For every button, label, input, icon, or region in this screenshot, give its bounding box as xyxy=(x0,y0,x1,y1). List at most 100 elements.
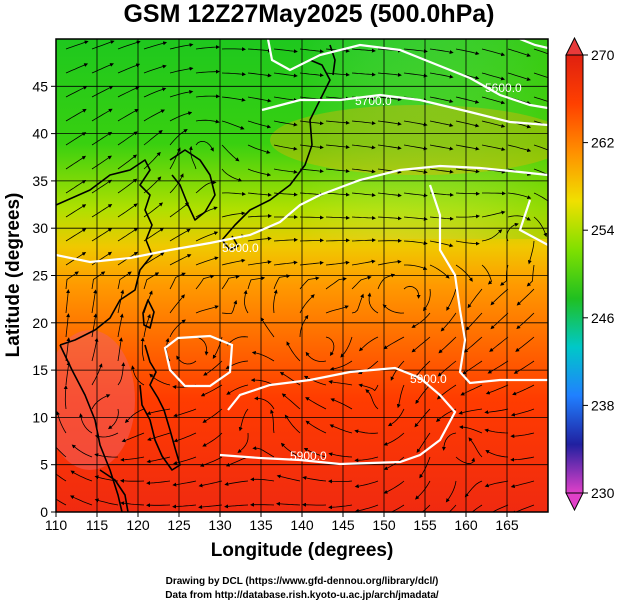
streamline xyxy=(512,384,535,396)
streamline xyxy=(383,432,405,446)
streamline xyxy=(403,120,428,127)
streamline xyxy=(526,264,535,287)
streamline xyxy=(481,229,503,242)
streamline xyxy=(121,432,145,443)
warm-tongue xyxy=(270,105,548,175)
streamline xyxy=(250,378,275,386)
streamline xyxy=(351,215,376,220)
streamline xyxy=(351,48,376,53)
x-axis-label: Longitude (degrees) xyxy=(211,540,394,561)
streamline xyxy=(195,119,220,124)
streamline xyxy=(195,305,219,314)
streamline xyxy=(365,389,379,410)
streamline xyxy=(446,288,457,311)
streamline xyxy=(65,361,71,386)
streamline xyxy=(467,288,483,309)
streamline xyxy=(117,227,139,242)
contour-5600 xyxy=(266,39,548,110)
streamline xyxy=(354,504,379,512)
x-tick-label: 125 xyxy=(167,517,191,533)
streamline xyxy=(403,72,428,78)
streamline xyxy=(303,448,327,458)
streamline xyxy=(273,96,298,102)
streamline xyxy=(377,144,402,150)
streamline xyxy=(415,384,431,405)
streamline xyxy=(120,478,145,483)
streamline xyxy=(515,336,535,352)
streamline xyxy=(484,480,509,488)
streamline xyxy=(429,216,454,221)
streamline xyxy=(131,365,145,386)
streamline xyxy=(414,408,431,428)
streamline xyxy=(143,41,168,50)
streamline xyxy=(390,504,405,512)
streamline xyxy=(117,63,141,74)
streamline xyxy=(169,66,194,74)
streamline xyxy=(351,144,376,150)
streamline xyxy=(91,228,113,242)
y-axis-label: Latitude (degrees) xyxy=(3,193,24,358)
streamline xyxy=(65,63,89,74)
streamline xyxy=(490,288,509,306)
streamline xyxy=(221,274,240,290)
coastline-japan xyxy=(221,59,331,241)
streamline xyxy=(146,408,171,415)
streamline xyxy=(396,384,405,409)
streamline xyxy=(383,336,405,350)
x-tick-label: 150 xyxy=(372,517,396,533)
streamline xyxy=(328,479,353,484)
streamline xyxy=(284,414,301,434)
streamline xyxy=(351,238,376,243)
streamline xyxy=(465,312,483,331)
streamline xyxy=(195,274,215,290)
streamline xyxy=(455,48,480,56)
coastline-korea xyxy=(169,149,216,221)
streamline xyxy=(500,264,509,286)
streamline xyxy=(485,449,509,458)
streamline xyxy=(173,432,197,443)
y-tick-label: 25 xyxy=(32,268,48,284)
streamline xyxy=(276,474,301,482)
streamline xyxy=(411,312,431,328)
streamline xyxy=(533,96,548,102)
streamline xyxy=(221,191,246,196)
streamline xyxy=(299,314,309,338)
streamline xyxy=(510,456,535,462)
y-tick-label: 40 xyxy=(32,126,48,142)
streamline xyxy=(91,131,113,146)
streamline xyxy=(247,48,272,53)
streamline xyxy=(299,294,315,314)
streamline xyxy=(403,285,421,299)
streamline xyxy=(169,43,194,50)
streamline xyxy=(354,480,379,489)
streamline xyxy=(429,144,454,151)
streamline xyxy=(377,216,402,221)
streamline xyxy=(247,260,272,266)
contour-east xyxy=(518,199,548,246)
streamline xyxy=(169,254,192,266)
streamline xyxy=(533,72,548,79)
streamline xyxy=(486,504,509,512)
coastline-sakhalin xyxy=(329,44,336,76)
streamline xyxy=(147,432,171,441)
contour-5900-south xyxy=(219,366,457,466)
streamline xyxy=(250,477,275,482)
streamline xyxy=(71,444,93,458)
streamline xyxy=(117,337,123,362)
streamline xyxy=(325,305,349,314)
streamline xyxy=(198,504,223,509)
streamline xyxy=(273,168,298,174)
streamline xyxy=(328,380,353,386)
streamline xyxy=(351,275,372,290)
streamline xyxy=(143,87,167,98)
streamline xyxy=(124,408,145,424)
streamline xyxy=(91,40,115,50)
streamline xyxy=(169,294,185,314)
streamline xyxy=(202,432,223,447)
streamline xyxy=(445,480,457,503)
streamline xyxy=(91,108,113,122)
contour-label-5900-east: 5900.0 xyxy=(410,372,447,386)
streamline xyxy=(482,191,506,196)
streamline xyxy=(303,375,327,386)
coastline-philippines xyxy=(139,344,181,471)
